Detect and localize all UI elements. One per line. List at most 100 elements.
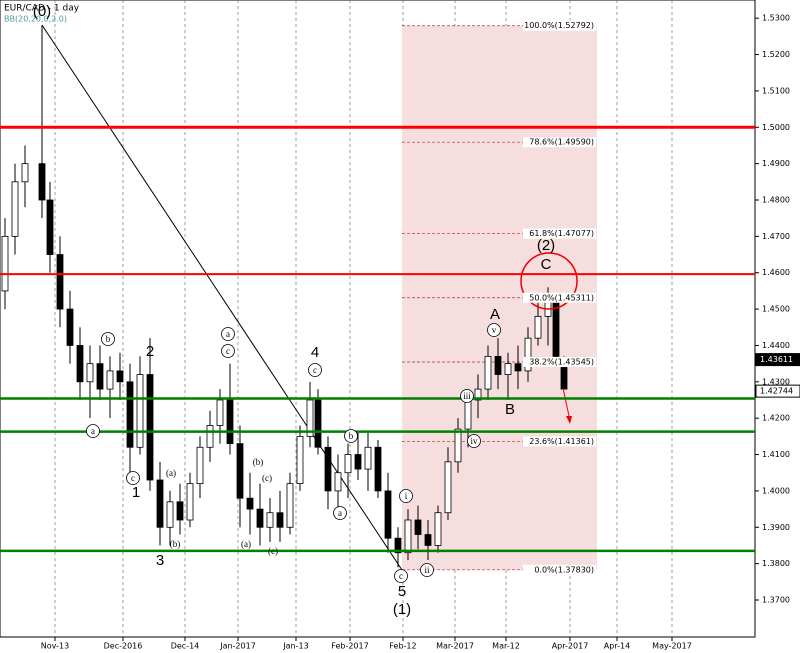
fib-label-box xyxy=(523,228,596,239)
candle-body xyxy=(344,454,352,474)
fib-label-box xyxy=(523,357,596,367)
y-tick-label: 1.5100 xyxy=(762,86,790,95)
candle-body xyxy=(404,519,412,554)
wave-circle xyxy=(86,424,100,438)
candle-body xyxy=(534,315,542,339)
wave-circle xyxy=(344,429,358,443)
x-tick-label: Feb-2017 xyxy=(331,642,368,651)
candle-body xyxy=(136,374,144,448)
y-tick-label: 1.4000 xyxy=(762,486,790,495)
candle-body xyxy=(116,370,124,383)
candle-body xyxy=(514,363,522,372)
candle-body xyxy=(394,537,402,554)
circled-label: c xyxy=(399,571,403,581)
wave-circle xyxy=(399,489,413,503)
candle-body xyxy=(176,501,184,521)
highlight-circle xyxy=(520,252,578,310)
circled-label: b xyxy=(349,431,354,441)
candle-body xyxy=(276,512,284,528)
candle-body xyxy=(494,355,502,375)
arrow xyxy=(562,387,570,417)
wave-label: (1) xyxy=(393,601,411,618)
price-tag-label: 1.42744 xyxy=(760,387,793,396)
wave-circle xyxy=(101,332,115,346)
candle-body xyxy=(454,428,462,463)
candle-body xyxy=(56,254,64,310)
candle-body xyxy=(156,479,164,528)
candle-body xyxy=(444,461,452,514)
candle-body xyxy=(266,512,274,528)
circled-label: c xyxy=(131,473,135,483)
y-tick-label: 1.3800 xyxy=(762,559,790,568)
y-tick-label: 1.3900 xyxy=(762,523,790,532)
circled-label: c xyxy=(226,346,230,356)
candle-body xyxy=(166,501,174,528)
candle-body xyxy=(126,381,134,448)
candle-body xyxy=(296,435,304,485)
candle-body xyxy=(434,512,442,546)
wave-circle xyxy=(420,563,434,577)
circled-label: (c) xyxy=(262,473,272,483)
candle-body xyxy=(86,363,94,383)
x-tick-label: Mar-12 xyxy=(492,642,520,651)
candle-body xyxy=(334,472,342,492)
candle-body xyxy=(96,363,104,390)
fib-label-box xyxy=(523,292,596,303)
fib-label-box xyxy=(523,137,596,148)
y-tick-label: 1.4700 xyxy=(762,232,790,241)
price-tag xyxy=(755,384,800,398)
candle-body xyxy=(314,399,322,448)
circled-label: a xyxy=(91,426,95,436)
wave-label: 2 xyxy=(146,343,154,360)
fib-label: 0.0%(1.37830) xyxy=(534,565,594,574)
fib-label: 38.2%(1.43545) xyxy=(529,358,594,367)
arrow-head xyxy=(566,416,572,424)
circled-label: ii xyxy=(424,565,430,575)
wave-circle xyxy=(221,344,235,358)
fib-label-box xyxy=(523,436,596,447)
circled-label: (b) xyxy=(170,539,181,549)
y-tick-label: 1.4200 xyxy=(762,414,790,423)
x-tick-label: Dec-14 xyxy=(171,642,200,651)
circled-label: c xyxy=(313,365,317,375)
candle-body xyxy=(464,399,472,430)
candle-body xyxy=(504,363,512,375)
y-tick-label: 1.4400 xyxy=(762,341,790,350)
candle-body xyxy=(414,519,422,535)
candle-body xyxy=(474,388,482,401)
y-tick-label: 1.4100 xyxy=(762,450,790,459)
y-tick-label: 1.5200 xyxy=(762,50,790,59)
candle-body xyxy=(354,454,362,470)
circled-label: iii xyxy=(463,391,471,401)
candle-body xyxy=(364,446,372,470)
x-tick-label: Apr-14 xyxy=(604,642,630,651)
fib-label: 78.6%(1.49590) xyxy=(529,138,594,147)
circled-label: (a) xyxy=(166,468,176,478)
candle-body xyxy=(236,443,244,499)
candle-body xyxy=(256,508,264,528)
circled-label: (a) xyxy=(241,539,251,549)
wave-circle xyxy=(394,569,408,583)
candle-body xyxy=(374,446,382,492)
wave-label: B xyxy=(505,401,515,418)
wave-label: 1 xyxy=(132,484,140,501)
x-tick-label: Jan-2017 xyxy=(219,642,256,651)
fib-label: 23.6%(1.41361) xyxy=(529,437,594,446)
candle-body xyxy=(216,399,224,426)
candle-body xyxy=(306,399,314,437)
circled-label: i xyxy=(405,491,408,501)
x-tick-label: Nov-13 xyxy=(41,642,69,651)
candle-body xyxy=(76,345,84,383)
wave-circle xyxy=(221,327,235,341)
candle-body xyxy=(424,534,432,546)
candle-body xyxy=(196,446,204,485)
wave-label: 4 xyxy=(311,344,319,361)
wave-circle xyxy=(126,471,140,485)
candle-body xyxy=(552,301,560,357)
circled-label: (c) xyxy=(268,546,278,556)
wave-circle xyxy=(460,389,474,403)
candle-body xyxy=(484,355,492,390)
wave-circle xyxy=(467,434,481,448)
y-tick-label: 1.4500 xyxy=(762,305,790,314)
wave-label: A xyxy=(490,306,500,323)
